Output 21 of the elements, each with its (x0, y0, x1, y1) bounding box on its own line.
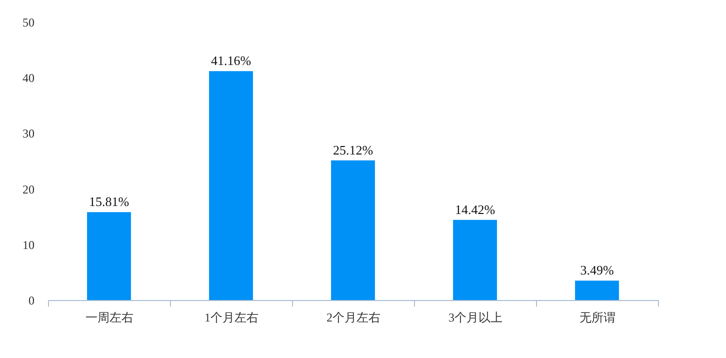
bar (453, 220, 497, 300)
data-label: 15.81% (88, 194, 130, 210)
y-tick-label: 40 (22, 71, 34, 86)
y-tick-label: 20 (22, 182, 34, 196)
y-tick-label: 50 (22, 16, 34, 30)
data-label: 14.42% (454, 202, 496, 217)
x-tick-label: 2个月左右 (326, 310, 380, 324)
x-tick-label: 无所谓 (580, 310, 616, 324)
data-label: 25.12% (332, 142, 374, 158)
data-label: 41.16% (210, 53, 252, 68)
y-tick-label: 30 (22, 126, 34, 141)
x-tick-label: 一周左右 (86, 310, 134, 324)
bar (87, 212, 131, 300)
x-tick-label: 3个月以上 (448, 310, 502, 324)
y-tick-label: 10 (22, 238, 34, 252)
data-label: 3.49% (580, 262, 614, 278)
bar (331, 160, 375, 300)
y-tick-label: 0 (28, 294, 34, 308)
bar (209, 71, 253, 300)
x-tick-label: 1个月左右 (204, 310, 258, 324)
bar (575, 280, 619, 300)
